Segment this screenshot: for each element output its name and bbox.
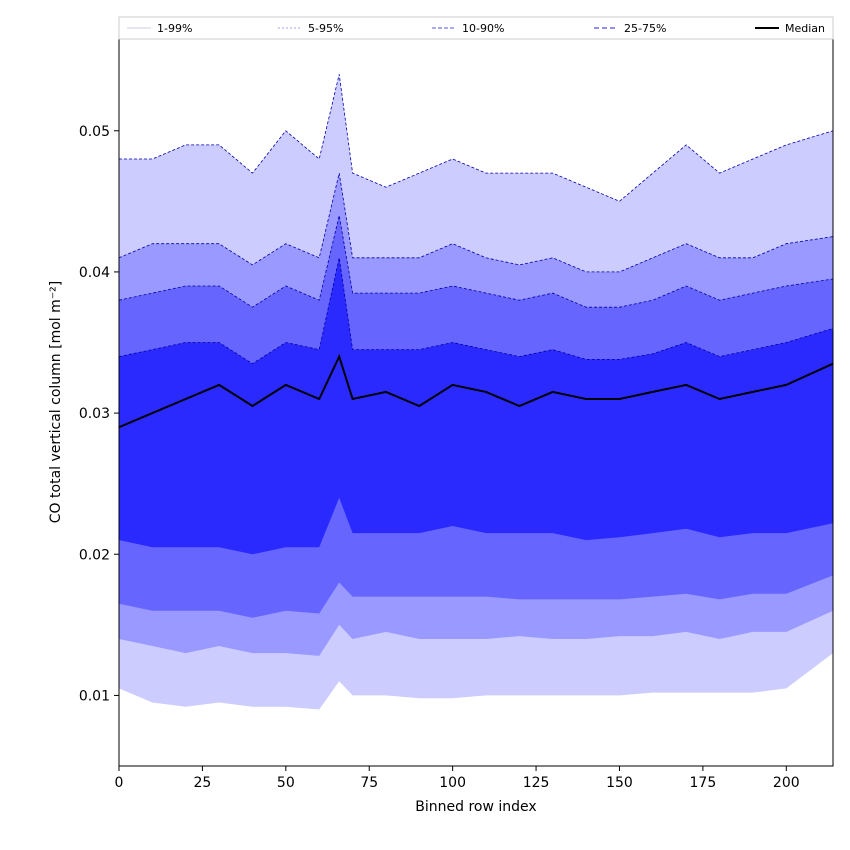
y-axis: 0.01 0.02 0.03 0.04 0.05	[79, 124, 119, 704]
band-25-75-area	[119, 257, 833, 555]
y-tick-label: 0.01	[79, 688, 110, 704]
legend-label: 1-99%	[157, 22, 192, 35]
band-10-90-upper-line	[118, 215, 834, 308]
x-tick-label: 25	[193, 775, 211, 791]
legend-label: 5-95%	[308, 22, 343, 35]
median-layer	[118, 353, 834, 429]
x-tick-label: 75	[360, 775, 378, 791]
median-line	[118, 353, 834, 429]
y-tick-label: 0.02	[79, 547, 110, 563]
legend-box	[118, 16, 834, 40]
x-tick-label: 200	[773, 775, 800, 791]
y-tick-label: 0.05	[79, 124, 110, 140]
x-tick-label: 0	[115, 775, 124, 791]
band-1-99-upper-line	[119, 74, 834, 202]
legend: 1-99% 5-95% 10-90% 25-75% Median	[118, 16, 834, 40]
x-tick-label: 175	[690, 775, 717, 791]
band-layer	[118, 74, 834, 710]
x-tick-label: 125	[523, 775, 550, 791]
legend-label: 25-75%	[624, 22, 666, 35]
x-axis-label: Binned row index	[415, 799, 536, 815]
x-tick-label: 150	[606, 775, 633, 791]
band-5-95-upper-line	[118, 173, 834, 273]
legend-label: Median	[785, 22, 825, 35]
band-25-75-upper-line	[118, 257, 834, 365]
x-axis: 0 25 50 75 100 125 150 175 200	[115, 766, 800, 791]
y-axis-label: CO total vertical column [mol m⁻²]	[48, 281, 64, 523]
x-tick-label: 100	[439, 775, 466, 791]
x-tick-label: 50	[277, 775, 295, 791]
legend-label: 10-90%	[462, 22, 504, 35]
y-tick-label: 0.04	[79, 265, 110, 281]
y-tick-label: 0.03	[79, 406, 110, 422]
